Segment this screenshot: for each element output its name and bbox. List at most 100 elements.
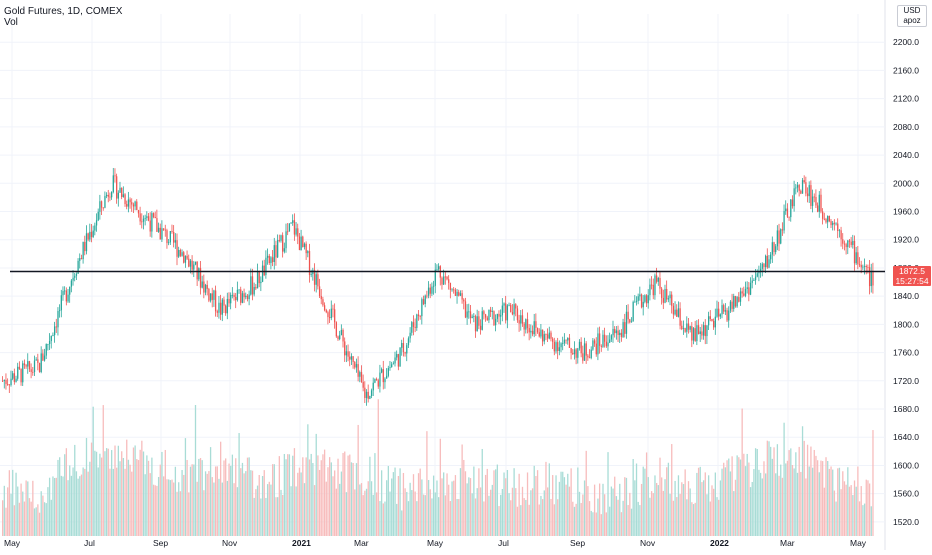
candle-body: [666, 288, 668, 300]
volume-bar: [273, 464, 275, 536]
volume-bar: [312, 463, 314, 536]
candle-body: [62, 291, 64, 296]
candle-body: [20, 368, 22, 383]
volume-bar: [214, 466, 217, 536]
volume-bar: [365, 488, 368, 536]
x-tick-label: May: [850, 538, 867, 548]
volume-bar: [488, 495, 490, 536]
volume-bar: [124, 468, 126, 536]
volume-bar: [758, 469, 760, 536]
candle-body: [872, 271, 874, 286]
candle-body: [474, 316, 477, 332]
volume-bar: [815, 455, 817, 536]
volume-bar: [377, 399, 379, 536]
volume-bar: [193, 464, 195, 536]
volume-bar: [842, 471, 844, 536]
candle-body: [692, 328, 695, 341]
candle-body: [610, 335, 613, 340]
volume-bar: [231, 454, 234, 536]
volume-bar: [320, 460, 322, 536]
candle-body: [827, 215, 829, 223]
volume-bar: [211, 477, 213, 536]
volume-bar: [13, 505, 16, 536]
candle-body: [89, 231, 91, 240]
volume-bar: [714, 472, 716, 536]
candle-body: [429, 287, 431, 294]
currency-label: USD: [903, 6, 921, 15]
volume-bar: [431, 498, 433, 536]
candle-body: [840, 230, 842, 240]
volume-bar: [263, 470, 265, 536]
candle-body: [424, 295, 426, 305]
candle-body: [122, 194, 125, 197]
candle-body: [236, 289, 239, 301]
volume-bar: [350, 462, 353, 536]
candle-body: [104, 196, 106, 208]
y-tick-label: 2120.0: [893, 94, 919, 104]
candle-body: [95, 220, 98, 226]
volume-bar: [236, 487, 239, 536]
x-tick-label: Sep: [570, 538, 585, 548]
volume-bar: [17, 486, 19, 536]
candle-body: [377, 380, 379, 387]
volume-bar: [454, 475, 457, 536]
volume-bar: [256, 485, 259, 536]
candle-body: [221, 299, 223, 315]
volume-bar: [412, 474, 415, 536]
candle-body: [619, 332, 621, 335]
volume-bar: [751, 481, 753, 536]
volume-bar: [370, 481, 373, 536]
candle-body: [47, 343, 49, 345]
candle-body: [719, 314, 722, 317]
volume-bar: [97, 467, 99, 536]
volume-bar: [137, 460, 140, 536]
volume-bar: [526, 472, 529, 536]
volume-bar: [426, 431, 428, 536]
candle-body: [771, 242, 774, 255]
candle-body: [168, 242, 170, 244]
candle-body: [318, 286, 321, 297]
candle-body: [189, 260, 192, 267]
volume-bar: [823, 487, 825, 536]
candle-body: [64, 290, 66, 292]
candle-body: [749, 282, 752, 295]
volume-bar: [568, 486, 571, 536]
candle-body: [350, 356, 353, 360]
volume-bar: [837, 468, 839, 536]
volume-bar: [583, 480, 586, 536]
candle-body: [540, 329, 542, 337]
volume-bar: [600, 514, 602, 536]
volume-bar: [788, 450, 790, 536]
currency-badge[interactable]: USD apoz: [897, 5, 927, 27]
volume-bar: [560, 471, 562, 536]
volume-bar: [85, 437, 88, 536]
volume-bar: [432, 475, 435, 536]
volume-bar: [121, 451, 123, 536]
volume-bar: [43, 502, 46, 536]
candle-body: [406, 345, 408, 354]
candle-body: [788, 216, 790, 218]
volume-bar: [776, 444, 779, 536]
volume-bar: [92, 406, 94, 536]
volume-bar: [48, 477, 51, 536]
volume-bar: [300, 472, 302, 536]
candle-body: [729, 301, 732, 311]
volume-bar: [258, 474, 260, 536]
volume-bar: [669, 493, 671, 536]
candle-body: [791, 199, 794, 207]
candle-body: [116, 176, 118, 199]
volume-bar: [781, 477, 784, 536]
volume-bar: [795, 452, 797, 536]
volume-bar: [152, 484, 155, 536]
y-tick-label: 1920.0: [893, 235, 919, 245]
candle-body: [302, 236, 304, 248]
volume-bar: [800, 471, 802, 536]
volume-bar: [266, 484, 269, 536]
time-axis[interactable]: May Jul Sep Nov 2021 Mar May Jul Sep Nov 2022 Mar Ma…: [4, 538, 867, 548]
volume-bar: [53, 478, 56, 536]
candle-body: [751, 280, 753, 283]
candle-body: [151, 213, 153, 232]
volume-bar: [424, 495, 426, 536]
